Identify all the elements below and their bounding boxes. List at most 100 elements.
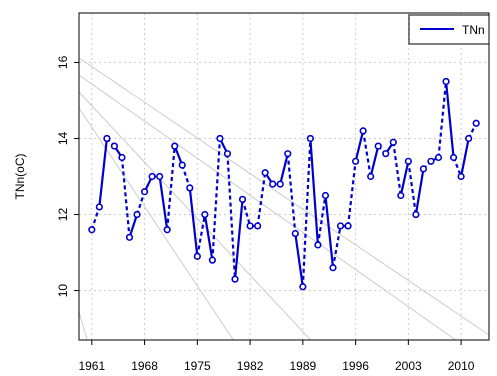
legend: TNn xyxy=(408,14,490,45)
data-point xyxy=(472,119,480,127)
series-segment xyxy=(399,161,410,196)
data-point xyxy=(193,252,201,260)
data-point xyxy=(329,264,337,272)
data-point xyxy=(186,184,194,192)
data-point xyxy=(118,153,126,162)
data-point xyxy=(125,233,134,241)
data-point xyxy=(419,165,428,173)
series-segment xyxy=(188,187,199,257)
data-point xyxy=(404,157,412,165)
data-point xyxy=(201,210,209,219)
y-tick-label: 12 xyxy=(56,208,70,222)
data-point xyxy=(261,169,269,177)
data-point xyxy=(140,188,149,196)
series-segment xyxy=(90,206,101,231)
series-segment xyxy=(286,153,297,234)
background-trend-line xyxy=(79,311,88,340)
series-segment xyxy=(301,138,312,287)
background-trend-lines xyxy=(79,57,489,340)
grid xyxy=(79,13,489,340)
data-point xyxy=(95,203,103,211)
series-segment xyxy=(120,157,131,238)
series-segment xyxy=(226,153,237,280)
data-point xyxy=(465,134,473,143)
data-point xyxy=(321,191,330,200)
series-segment xyxy=(309,138,320,246)
data-point xyxy=(163,226,171,234)
series-segment xyxy=(392,142,402,196)
series-segment xyxy=(294,233,304,287)
data-point xyxy=(110,142,119,150)
legend-label-tnn: TNn xyxy=(462,23,485,37)
background-trend-line xyxy=(79,57,489,336)
data-point xyxy=(223,150,232,158)
data-point xyxy=(397,191,405,200)
data-point xyxy=(427,157,435,165)
series-segment xyxy=(256,172,267,227)
series-segment xyxy=(128,214,139,238)
data-point xyxy=(351,157,360,165)
data-point xyxy=(457,172,465,181)
series-segment xyxy=(460,138,470,177)
x-tick-label: 1982 xyxy=(237,359,264,373)
x-tick-label: 1975 xyxy=(184,359,211,373)
x-tick-label: 1961 xyxy=(78,359,105,373)
data-point xyxy=(306,134,314,143)
series-segment xyxy=(203,214,214,261)
data-point xyxy=(344,222,352,230)
y-axis-label: TNn(oC) xyxy=(13,153,27,199)
background-trend-line xyxy=(79,91,312,340)
data-point xyxy=(359,127,367,135)
series-tnn xyxy=(88,77,480,291)
series-segment xyxy=(331,225,342,268)
data-point xyxy=(178,161,186,169)
series-segment xyxy=(135,191,146,215)
series-segment xyxy=(346,161,357,227)
data-point xyxy=(412,210,420,219)
data-point xyxy=(336,222,345,230)
data-point xyxy=(148,172,156,181)
data-point xyxy=(88,226,96,234)
series-segment xyxy=(316,195,327,246)
background-trend-line xyxy=(79,74,457,340)
y-tick-label: 16 xyxy=(56,55,70,69)
series-segment xyxy=(196,214,206,257)
series-segment xyxy=(279,153,289,185)
data-point xyxy=(291,229,299,238)
data-point xyxy=(389,138,397,146)
data-point xyxy=(208,256,217,264)
data-point xyxy=(254,222,262,230)
data-point xyxy=(276,180,284,188)
x-axis: 1961 1968 1975 1982 1989 1996 2003 2010 xyxy=(78,340,475,373)
x-tick-label: 2010 xyxy=(448,359,475,373)
data-point xyxy=(156,172,164,181)
data-point xyxy=(374,142,382,150)
data-point xyxy=(314,241,322,249)
data-point xyxy=(299,283,307,291)
y-axis: 10 12 14 16 xyxy=(56,55,79,297)
x-tick-label: 1989 xyxy=(289,359,316,373)
series-segment xyxy=(211,138,222,261)
x-tick-label: 1968 xyxy=(131,359,158,373)
data-point xyxy=(382,150,390,158)
data-point xyxy=(449,153,458,162)
data-point xyxy=(231,275,239,283)
data-point xyxy=(216,134,224,143)
series-segment xyxy=(414,168,425,215)
data-point xyxy=(238,195,247,203)
series-segment xyxy=(369,145,380,177)
y-tick-label: 10 xyxy=(56,284,70,298)
series-segment xyxy=(362,130,372,177)
data-point xyxy=(284,150,292,158)
series-segment xyxy=(354,130,365,162)
background-trend-line xyxy=(79,107,234,340)
data-point xyxy=(434,153,443,162)
series-segment xyxy=(407,161,417,215)
data-point xyxy=(133,210,141,219)
data-point xyxy=(269,180,277,188)
data-point xyxy=(103,134,111,143)
data-point xyxy=(171,142,179,150)
plot-frame xyxy=(78,12,490,341)
series-segment xyxy=(324,195,335,268)
